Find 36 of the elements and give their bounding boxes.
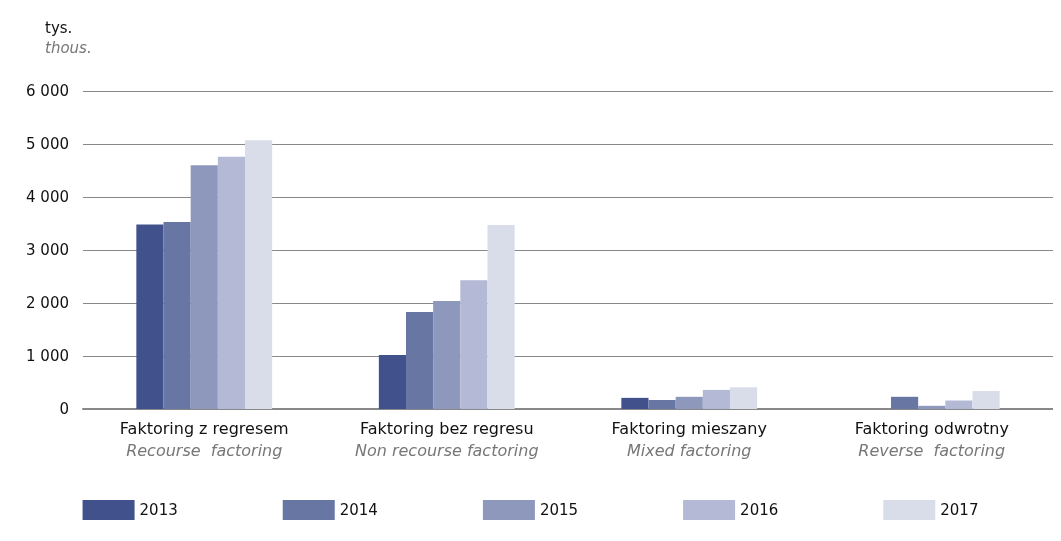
legend-label: 2013 <box>139 501 178 519</box>
bar <box>621 397 649 409</box>
bar <box>729 387 758 409</box>
bar <box>378 354 407 409</box>
bar <box>433 300 461 409</box>
bar <box>891 396 919 409</box>
bar <box>406 312 434 409</box>
y-tick-label: 6 000 <box>26 82 69 100</box>
bar <box>648 399 676 409</box>
bar <box>487 225 515 409</box>
legend-label: 2017 <box>940 501 979 519</box>
y-tick-label: 1 000 <box>26 347 69 365</box>
legend-label: 2016 <box>740 501 779 519</box>
legend-label: 2015 <box>539 501 579 519</box>
bar <box>702 389 730 409</box>
bar <box>217 156 245 409</box>
bar <box>460 280 488 409</box>
bar <box>190 165 218 409</box>
legend-label: 2014 <box>339 501 378 519</box>
bar <box>244 140 273 409</box>
y-axis-title: tys. thous. <box>45 18 92 57</box>
y-tick-label: 3 000 <box>26 241 69 259</box>
x-tick-label: Faktoring bez regresu Non recourse factoring <box>354 418 539 460</box>
x-tick-label: Faktoring mieszany Mixed factoring <box>611 418 767 460</box>
bar <box>675 396 703 409</box>
y-tick-label: 2 000 <box>26 294 69 312</box>
bar <box>945 400 973 409</box>
bar <box>972 390 1000 409</box>
y-tick-label: 0 <box>59 400 69 418</box>
y-tick-label: 4 000 <box>26 188 69 206</box>
x-tick-label: Faktoring odwrotny Reverse factoring <box>854 418 1009 460</box>
x-tick-label: Faktoring z regresem Recourse factoring <box>119 418 289 460</box>
y-tick-label: 5 000 <box>26 135 69 153</box>
bar <box>163 221 191 409</box>
bar <box>918 405 946 409</box>
bar <box>136 224 164 409</box>
